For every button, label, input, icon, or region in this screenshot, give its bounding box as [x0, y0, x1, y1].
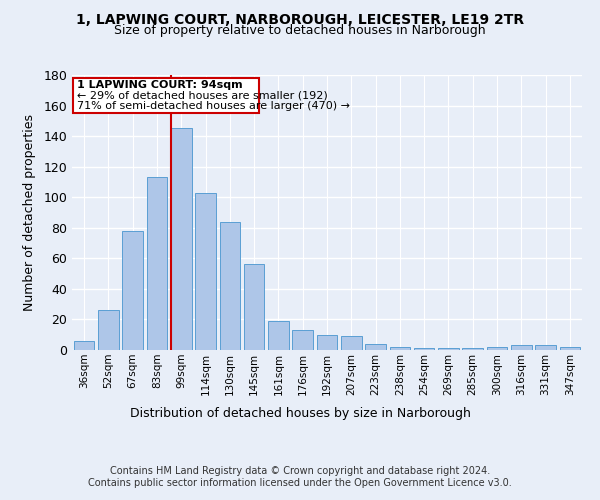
- Text: Contains public sector information licensed under the Open Government Licence v3: Contains public sector information licen…: [88, 478, 512, 488]
- Bar: [535, 346, 556, 350]
- Bar: [146, 178, 167, 350]
- Text: Size of property relative to detached houses in Narborough: Size of property relative to detached ho…: [114, 24, 486, 37]
- Bar: [98, 310, 119, 350]
- Bar: [195, 192, 216, 350]
- Bar: [268, 321, 289, 350]
- Text: 71% of semi-detached houses are larger (470) →: 71% of semi-detached houses are larger (…: [77, 101, 350, 111]
- FancyBboxPatch shape: [73, 78, 259, 113]
- Bar: [511, 346, 532, 350]
- Bar: [317, 334, 337, 350]
- Y-axis label: Number of detached properties: Number of detached properties: [23, 114, 37, 311]
- Bar: [487, 347, 508, 350]
- Bar: [292, 330, 313, 350]
- Text: Distribution of detached houses by size in Narborough: Distribution of detached houses by size …: [130, 408, 470, 420]
- Bar: [463, 348, 483, 350]
- Bar: [122, 231, 143, 350]
- Bar: [74, 341, 94, 350]
- Bar: [171, 128, 191, 350]
- Bar: [438, 348, 459, 350]
- Bar: [414, 348, 434, 350]
- Text: ← 29% of detached houses are smaller (192): ← 29% of detached houses are smaller (19…: [77, 90, 328, 101]
- Bar: [220, 222, 240, 350]
- Text: 1, LAPWING COURT, NARBOROUGH, LEICESTER, LE19 2TR: 1, LAPWING COURT, NARBOROUGH, LEICESTER,…: [76, 12, 524, 26]
- Bar: [244, 264, 265, 350]
- Text: 1 LAPWING COURT: 94sqm: 1 LAPWING COURT: 94sqm: [77, 80, 242, 90]
- Bar: [341, 336, 362, 350]
- Text: Contains HM Land Registry data © Crown copyright and database right 2024.: Contains HM Land Registry data © Crown c…: [110, 466, 490, 476]
- Bar: [389, 347, 410, 350]
- Bar: [365, 344, 386, 350]
- Bar: [560, 347, 580, 350]
